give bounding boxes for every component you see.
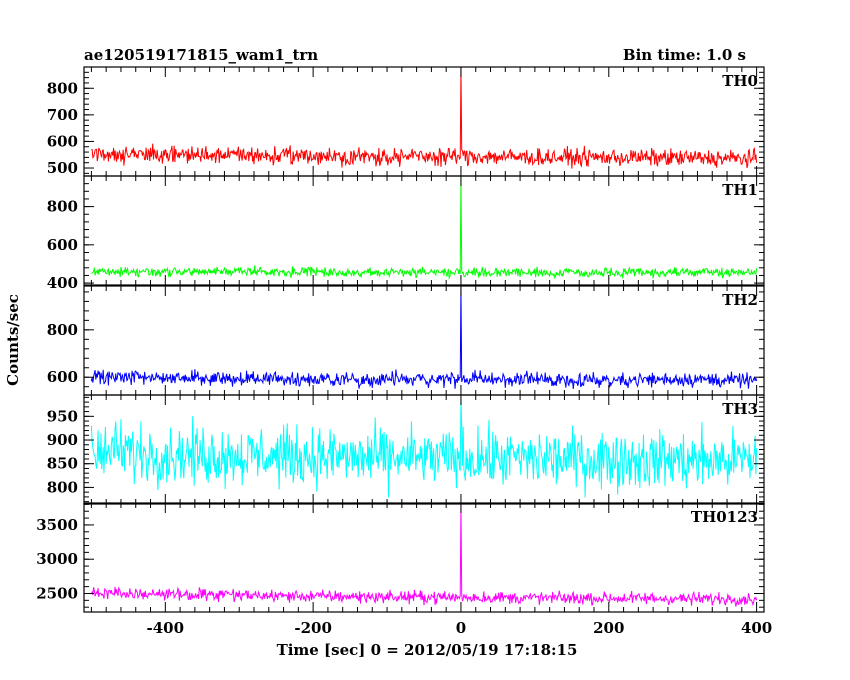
y-tick-label: 800 (47, 321, 78, 339)
panels-group: 500 600 700 800 TH0 400 600 800 TH1 600 800 TH2 800 8… (36, 66, 772, 637)
x-axis-label: Time [sec] 0 = 2012/05/19 17:18:15 (277, 641, 578, 659)
panel-label-th0: TH0 (722, 72, 758, 90)
y-tick-label: 600 (47, 236, 78, 254)
y-tick-label: 600 (47, 132, 78, 150)
bin-time-label: Bin time: 1.0 s (623, 46, 746, 64)
y-tick-label: 950 (47, 407, 78, 425)
x-tick-label: -200 (294, 619, 332, 637)
panel-label-th0123: TH0123 (691, 508, 758, 526)
y-tick-label: 850 (47, 455, 78, 473)
series-line-th3 (90, 397, 758, 498)
y-tick-label: 500 (47, 159, 78, 177)
y-tick-label: 600 (47, 368, 78, 386)
y-tick-label: 800 (47, 79, 78, 97)
y-tick-label: 3500 (36, 516, 78, 534)
y-tick-label: 800 (47, 478, 78, 496)
x-tick-label: 400 (741, 619, 772, 637)
series-line-th2 (90, 286, 758, 390)
panel-label-th2: TH2 (722, 291, 758, 309)
y-tick-label: 400 (47, 274, 78, 292)
y-tick-label: 700 (47, 106, 78, 124)
y-tick-label: 3000 (36, 550, 78, 568)
x-tick-label: 0 (456, 619, 466, 637)
y-axis-label: Counts/sec (4, 294, 22, 386)
plot-title: ae120519171815_wam1_trn (84, 46, 318, 64)
panel-frame-th1 (83, 175, 765, 286)
panel-frame-th0123 (83, 502, 765, 613)
panel-label-th1: TH1 (722, 181, 758, 199)
x-tick-label: -400 (147, 619, 185, 637)
y-tick-label: 900 (47, 431, 78, 449)
series-line-th1 (91, 176, 758, 280)
panel-label-th3: TH3 (722, 400, 758, 418)
y-tick-label: 800 (47, 198, 78, 216)
x-tick-label: 200 (593, 619, 624, 637)
y-tick-label: 2500 (36, 584, 78, 602)
series-line-th0123 (90, 504, 758, 607)
series-line-th0 (91, 67, 758, 169)
